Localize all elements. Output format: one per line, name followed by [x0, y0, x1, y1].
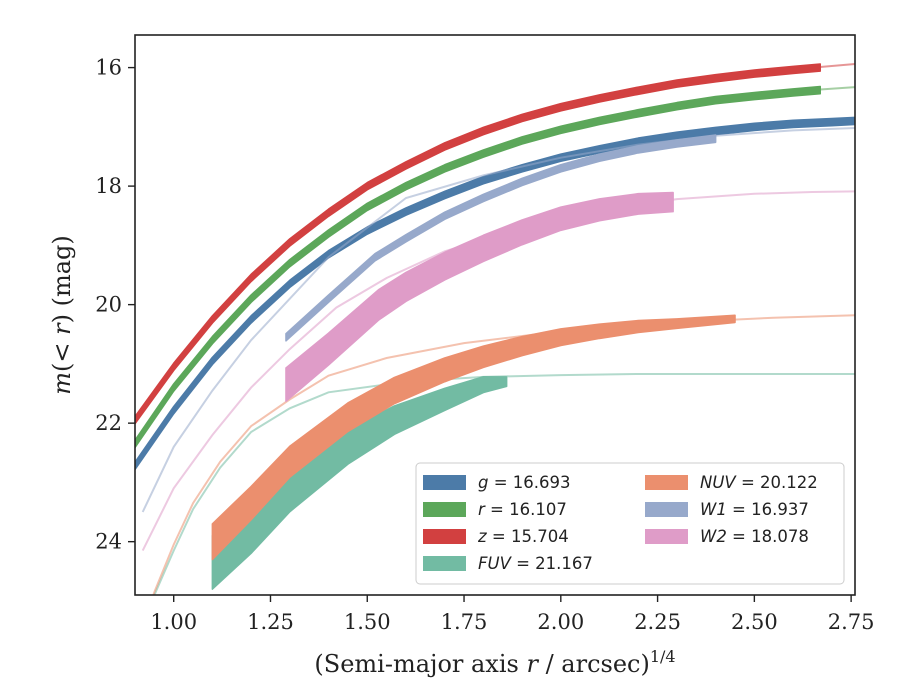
legend-band-name: W2 — [700, 527, 727, 546]
x-tick-label: 1.00 — [150, 610, 197, 634]
legend-band-value: = 18.078 — [727, 527, 809, 546]
y-tick-label: 24 — [95, 530, 122, 554]
x-axis-label-main: (Semi-major axis — [314, 650, 526, 678]
series-w2-measured-band — [285, 191, 674, 402]
legend-label: W2 = 18.078 — [700, 527, 809, 546]
x-tick-label: 1.50 — [344, 610, 391, 634]
series-g-measured-band — [135, 116, 855, 471]
y-axis-label-symbol: m — [48, 372, 76, 395]
legend-band-name: FUV — [478, 554, 513, 573]
series-z — [135, 63, 855, 425]
legend-band-value: = 16.693 — [488, 473, 570, 492]
legend-swatch — [645, 475, 688, 490]
legend-entry-nuv: NUV = 20.122 — [645, 473, 818, 492]
series-w2 — [141, 190, 855, 552]
legend-label: FUV = 21.167 — [478, 554, 593, 573]
x-tick-label: 2.50 — [731, 610, 778, 634]
legend-band-value: = 21.167 — [511, 554, 593, 573]
x-tick-label: 2.25 — [634, 610, 681, 634]
legend-entry-g: g = 16.693 — [423, 473, 571, 492]
series-nuv-measured-band — [211, 314, 736, 561]
series-w1 — [141, 127, 855, 513]
x-axis-ticks: 1.00 1.25 1.50 1.75 2.00 2.25 2.50 2.75 — [150, 595, 875, 634]
legend-entry-w1: W1 = 16.937 — [645, 500, 809, 519]
series-r-model-line — [135, 86, 855, 447]
y-axis-label-post: ) (mag) — [48, 235, 76, 323]
series-fuv-model-line — [153, 373, 855, 595]
legend-band-name: W1 — [700, 500, 727, 519]
legend-entry-z: z = 15.704 — [423, 527, 569, 546]
legend-band-name: g — [478, 473, 488, 492]
x-axis-label-var: r — [526, 650, 539, 678]
legend-swatch — [645, 529, 688, 544]
series-layer — [135, 63, 855, 595]
series-z-measured-band — [135, 63, 821, 425]
legend-swatch — [423, 475, 466, 490]
y-axis-label-open: (< — [48, 335, 76, 372]
y-axis-ticks: 16 18 20 22 24 — [95, 56, 135, 554]
legend-frame — [415, 462, 845, 585]
y-axis-label: m(< r) (mag) — [48, 235, 76, 395]
legend-label: NUV = 20.122 — [700, 473, 818, 492]
x-tick-label: 2.00 — [537, 610, 584, 634]
x-axis-label: (Semi-major axis r / arcsec)1/4 — [314, 647, 675, 678]
series-r-measured-band — [135, 85, 821, 449]
legend-entry-fuv: FUV = 21.167 — [423, 554, 593, 573]
legend-swatch — [423, 529, 466, 544]
x-tick-label: 2.75 — [828, 610, 875, 634]
x-tick-label: 1.75 — [441, 610, 488, 634]
legend-swatch — [423, 502, 466, 517]
legend-band-value: = 15.704 — [487, 527, 569, 546]
legend-entry-r: r = 16.107 — [423, 500, 567, 519]
legend-band-value: = 16.937 — [727, 500, 809, 519]
legend-swatch — [645, 502, 688, 517]
legend-label: z = 15.704 — [477, 527, 569, 546]
legend-band-name: z — [477, 527, 487, 546]
series-g — [135, 116, 855, 471]
legend-band-name: NUV — [700, 473, 737, 492]
legend-band-value: = 16.107 — [485, 500, 567, 519]
y-axis-label-var: r — [48, 322, 76, 335]
legend-band-value: = 20.122 — [736, 473, 818, 492]
x-axis-label-unit: / arcsec) — [538, 650, 650, 678]
series-w1-measured-band — [285, 134, 717, 342]
y-tick-label: 16 — [95, 56, 122, 80]
series-w2-model-line — [141, 190, 855, 552]
legend-label: g = 16.693 — [478, 473, 571, 492]
series-nuv — [152, 314, 855, 595]
x-tick-label: 1.25 — [247, 610, 294, 634]
y-tick-label: 22 — [95, 411, 122, 435]
legend-entry-w2: W2 = 18.078 — [645, 527, 809, 546]
legend-label: W1 = 16.937 — [700, 500, 809, 519]
legend-swatch — [423, 556, 466, 571]
legend-label: r = 16.107 — [478, 500, 567, 519]
y-tick-label: 18 — [95, 174, 122, 198]
x-axis-label-exponent: 1/4 — [650, 647, 676, 666]
series-r — [135, 85, 855, 449]
plot-frame — [134, 34, 856, 596]
y-tick-label: 20 — [95, 293, 122, 317]
legend-band-name: r — [478, 500, 486, 519]
